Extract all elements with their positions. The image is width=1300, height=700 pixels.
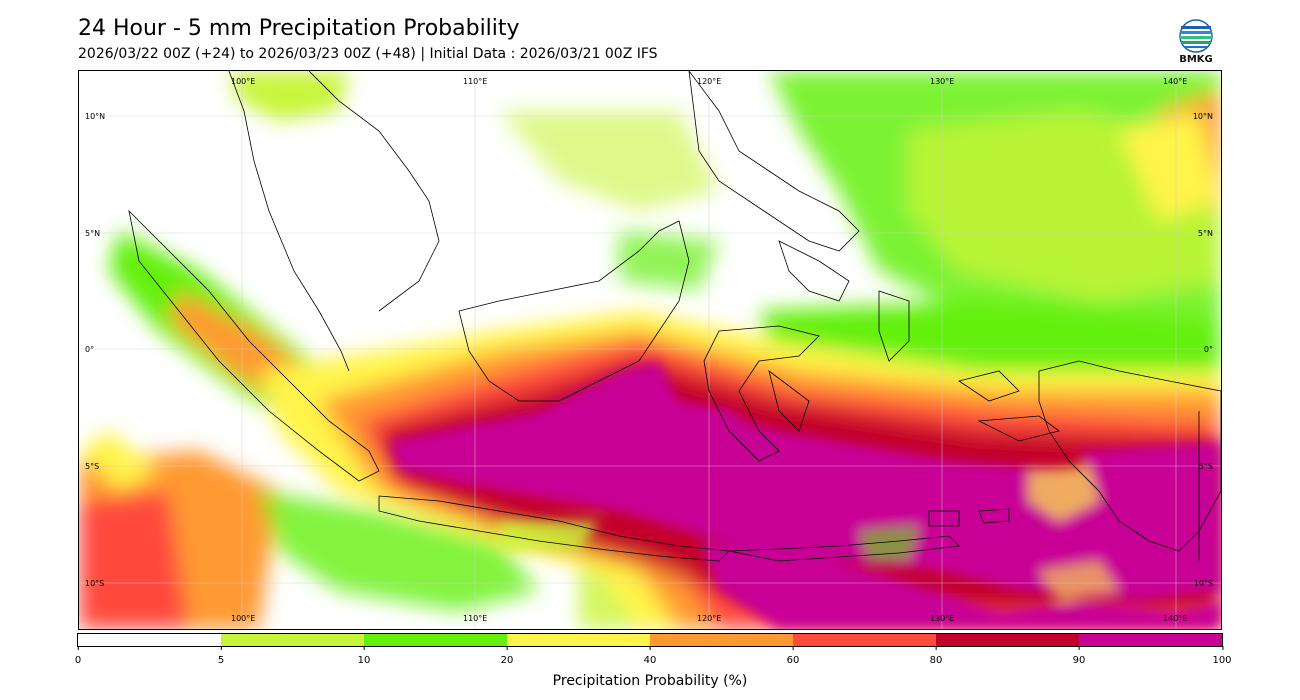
lon-label-top: 110°E — [463, 77, 488, 86]
colorbar-ticks: 0 5 10 20 40 60 80 90 100 — [75, 646, 1232, 667]
lon-label-top: 120°E — [697, 77, 722, 86]
colorbar-tick-label: 10 — [358, 646, 370, 666]
lat-label-left: 5°N — [85, 229, 101, 238]
colorbar-segment — [1079, 634, 1222, 646]
graticule — [79, 71, 1221, 629]
lat-label-left: 5°S — [85, 462, 100, 471]
chart-title: 24 Hour - 5 mm Precipitation Probability — [78, 16, 520, 41]
colorbar-segment — [78, 634, 221, 646]
colorbar-segment — [650, 634, 793, 646]
colorbar-segment — [221, 634, 364, 646]
lon-label-top: 100°E — [231, 77, 256, 86]
bmkg-logo-text: BMKG — [1179, 54, 1213, 65]
bmkg-logo-icon — [1175, 18, 1217, 66]
chart-subtitle: 2026/03/22 00Z (+24) to 2026/03/23 00Z (… — [78, 46, 658, 62]
coastlines — [128, 71, 1221, 562]
lat-label-left: 10°S — [85, 579, 105, 588]
lon-label-bottom: 120°E — [697, 614, 722, 623]
colorbar-tick-label: 40 — [644, 646, 656, 666]
colorbar — [77, 633, 1223, 647]
colorbar-segment — [936, 634, 1079, 646]
precipitation-map: 100°E 110°E 120°E 130°E 140°E 100°E 110°… — [78, 70, 1222, 630]
colorbar-tick-label: 60 — [787, 646, 799, 666]
lon-label-bottom: 100°E — [231, 614, 256, 623]
probability-core — [389, 361, 1221, 629]
colorbar-tick-label: 90 — [1073, 646, 1085, 666]
lat-label-left: 10°N — [85, 112, 106, 121]
colorbar-segment — [793, 634, 936, 646]
lat-label-right: 10°S — [1193, 579, 1213, 588]
colorbar-tick-label: 20 — [501, 646, 513, 666]
colorbar-tick-label: 100 — [1212, 646, 1232, 666]
lon-label-bottom: 140°E — [1163, 614, 1188, 623]
lon-label-bottom: 110°E — [463, 614, 488, 623]
colorbar-tick-label: 0 — [75, 646, 81, 666]
lon-label-bottom: 130°E — [930, 614, 955, 623]
colorbar-segment — [507, 634, 650, 646]
lat-label-right: 10°N — [1192, 112, 1213, 121]
lat-label-right: 0° — [1203, 345, 1213, 354]
colorbar-tick-label: 80 — [930, 646, 942, 666]
lon-label-top: 140°E — [1163, 77, 1188, 86]
colorbar-tick-label: 5 — [218, 646, 224, 666]
colorbar-label: Precipitation Probability (%) — [552, 673, 748, 689]
colorbar-segment — [364, 634, 507, 646]
lat-label-right: 5°N — [1197, 229, 1213, 238]
lat-label-left: 0° — [85, 345, 95, 354]
lon-label-top: 130°E — [930, 77, 955, 86]
lat-label-right: 5°S — [1198, 462, 1213, 471]
